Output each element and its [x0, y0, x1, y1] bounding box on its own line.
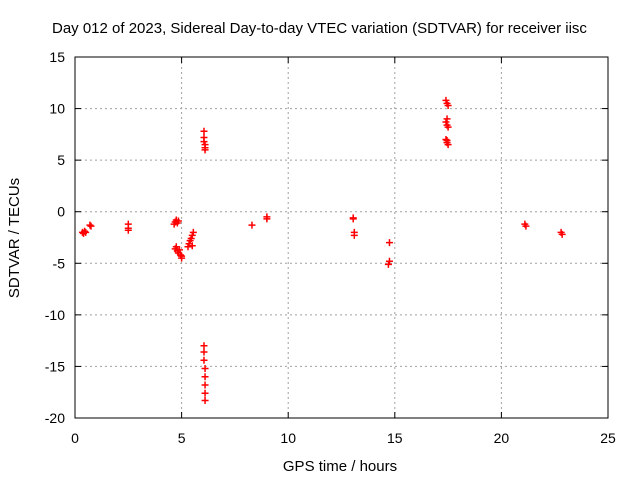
y-tick-label: -10	[45, 307, 65, 323]
data-point	[349, 215, 357, 223]
data-point	[350, 231, 358, 239]
data-point	[201, 389, 209, 397]
y-tick-label: 15	[49, 49, 65, 65]
data-point	[177, 251, 185, 259]
data-point	[443, 137, 451, 145]
data-point	[178, 252, 186, 260]
x-axis-label: GPS time / hours	[283, 458, 397, 475]
grid-lines	[75, 57, 608, 418]
data-point	[201, 381, 209, 389]
data-point	[82, 228, 90, 236]
chart-title: Day 012 of 2023, Sidereal Day-to-day VTE…	[52, 20, 587, 37]
data-point	[248, 221, 256, 229]
plot-frame	[74, 56, 609, 419]
data-point	[385, 239, 393, 247]
data-point	[200, 127, 208, 135]
data-point	[184, 243, 192, 251]
data-point	[81, 227, 89, 235]
data-point	[201, 373, 209, 381]
data-point	[201, 146, 209, 154]
x-tick-label: 15	[387, 430, 403, 446]
data-point	[124, 226, 132, 234]
data-point	[444, 101, 452, 109]
data-point	[188, 242, 196, 250]
data-point	[201, 396, 209, 404]
y-tick-label: 0	[57, 204, 65, 220]
x-tick-label: 0	[71, 430, 79, 446]
data-point	[263, 215, 271, 223]
data-point	[444, 123, 452, 131]
y-tick-label: -15	[45, 358, 65, 374]
data-point	[442, 118, 450, 126]
x-tick-label: 10	[280, 430, 296, 446]
data-point	[200, 138, 208, 146]
data-point	[442, 96, 450, 104]
data-point	[522, 222, 530, 230]
y-tick-label: -20	[45, 410, 65, 426]
x-tick-label: 25	[600, 430, 616, 446]
x-axis-ticks: 0 5 10 15 20 25	[71, 57, 616, 446]
data-point	[200, 348, 208, 356]
data-point	[187, 235, 195, 243]
data-point	[200, 342, 208, 350]
data-point	[442, 136, 450, 144]
data-point	[384, 260, 392, 268]
y-axis-label: SDTVAR / TECUs	[6, 178, 23, 298]
data-point	[87, 222, 95, 230]
data-point	[172, 243, 180, 251]
y-tick-label: 5	[57, 152, 65, 168]
y-tick-label: 10	[49, 101, 65, 117]
data-point	[443, 115, 451, 123]
x-tick-label: 20	[494, 430, 510, 446]
data-point	[201, 364, 209, 372]
y-tick-label: -5	[53, 255, 66, 271]
data-point	[189, 228, 197, 236]
data-point	[188, 231, 196, 239]
data-point	[444, 141, 452, 149]
x-tick-label: 5	[178, 430, 186, 446]
data-point	[175, 246, 183, 254]
y-axis-ticks: -20 -15 -10 -5 0 5 10 15	[45, 49, 608, 426]
data-points	[78, 96, 566, 404]
data-point	[558, 230, 566, 238]
data-point	[200, 356, 208, 364]
data-point	[174, 217, 182, 225]
data-point	[86, 221, 94, 229]
data-point	[385, 257, 393, 265]
